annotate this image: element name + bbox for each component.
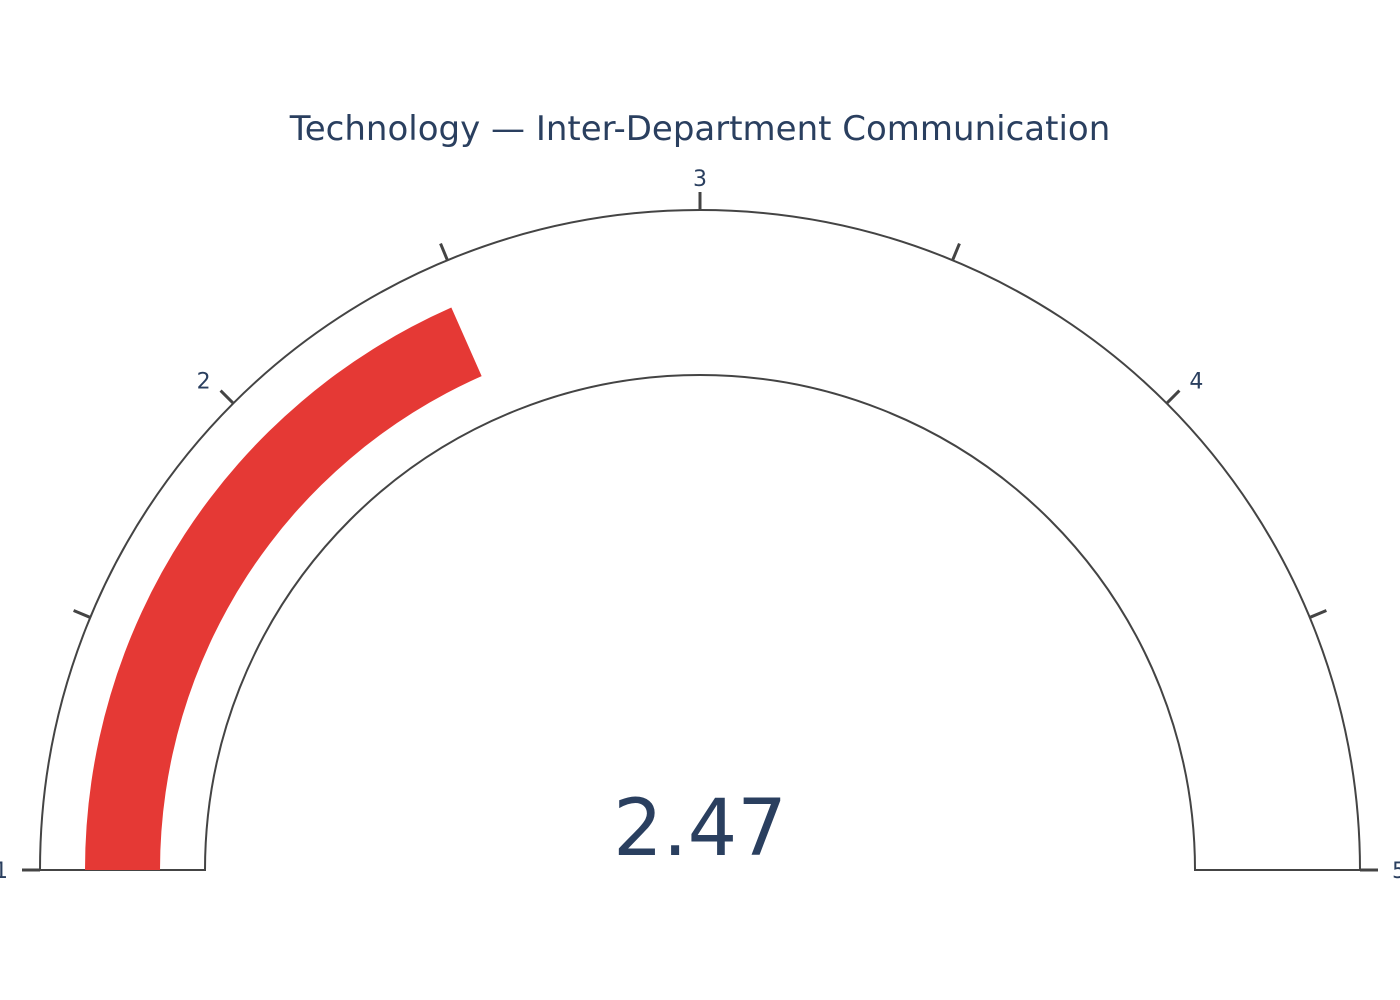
minor-tick-3 xyxy=(1309,609,1327,619)
minor-tick-1 xyxy=(439,243,449,261)
tick-label-4: 5 xyxy=(1392,859,1400,884)
gauge-value-bar xyxy=(85,307,482,870)
major-tick-3 xyxy=(1165,389,1181,405)
major-tick-1 xyxy=(219,389,235,405)
tick-label-1: 2 xyxy=(197,370,211,395)
minor-tick-0 xyxy=(73,609,91,619)
gauge-title: Technology — Inter-Department Communicat… xyxy=(289,109,1111,149)
tick-label-0: 1 xyxy=(0,859,8,884)
tick-label-3: 4 xyxy=(1189,370,1203,395)
gauge-value-number: 2.47 xyxy=(613,784,787,874)
tick-label-2: 3 xyxy=(693,167,707,192)
minor-tick-2 xyxy=(951,243,961,261)
gauge-ticks: 1 2 3 4 5 xyxy=(0,167,1400,884)
